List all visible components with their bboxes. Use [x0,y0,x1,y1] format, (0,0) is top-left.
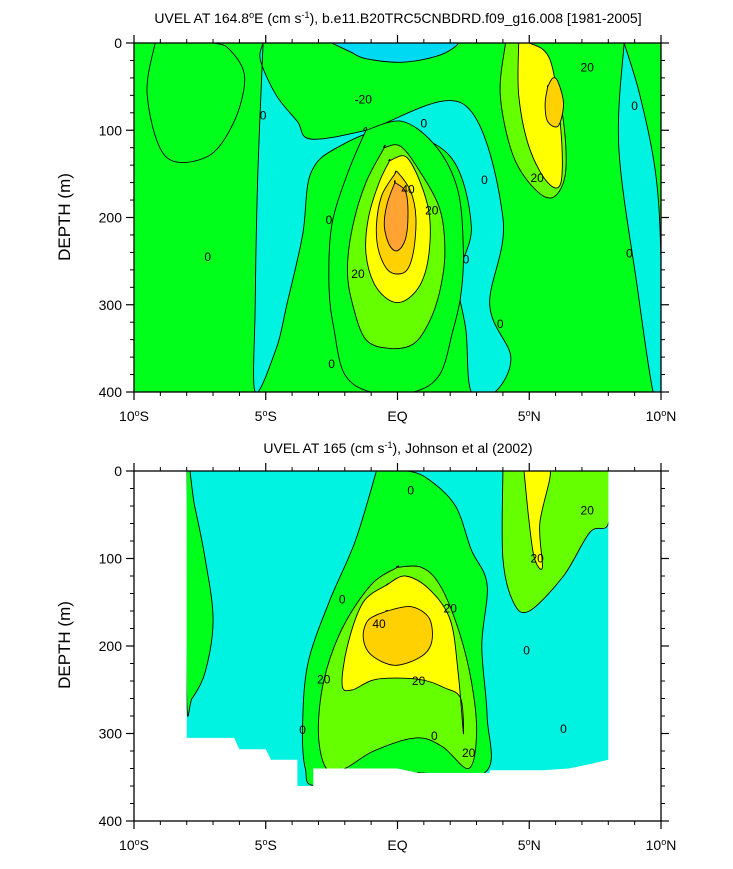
contour-label: 40 [401,183,415,197]
y-tick-label: 100 [99,551,123,567]
contour-label: 0 [339,593,346,607]
y-tick-label: 300 [99,297,123,313]
y-tick-label: 200 [99,638,123,654]
contour-label: 0 [497,317,504,331]
x-tick-label: 5oS [255,837,277,853]
x-tick-label: 10oN [646,408,677,424]
contour-region-obs-nh-20 [494,471,609,614]
contour-region-west-jet-green [146,43,246,163]
contour-label: 20 [581,60,595,74]
contour-region-east-cyan-band [617,43,661,392]
contour-region-obs-euc-40 [362,605,433,666]
contour-label: 0 [631,99,638,113]
contour-label: 20 [581,503,595,517]
x-tick-label: 5oN [518,837,541,853]
x-tick-label: 5oN [518,408,541,424]
y-tick-label: 0 [114,463,122,479]
panel-model: UVEL AT 164.8oE (cm s-1), b.e11.B20TRC5C… [55,10,676,424]
contour-region-surface-negative-core [328,43,459,63]
contour-label: 20 [317,672,331,686]
contour-label: 0 [431,729,438,743]
y-tick-label: 0 [114,35,122,51]
contour-label: 20 [425,204,439,218]
panel-title: UVEL AT 164.8oE (cm s-1), b.e11.B20TRC5C… [154,10,641,26]
contour-region-obs-nh-30 [522,471,551,570]
y-axis-label: DEPTH (m) [55,173,74,261]
panel-title: UVEL AT 165 (cm s-1), Johnson et al (200… [263,440,532,456]
y-tick-label: 300 [99,726,123,742]
contour-label: 20 [412,674,426,688]
x-tick-label: 10oS [119,408,149,424]
contour-label: 0 [260,108,267,122]
x-tick-label: EQ [387,408,407,424]
contour-label: 0 [326,213,333,227]
contour-label: 20 [351,267,365,281]
contour-region-obs-west-green-strip [186,471,214,717]
x-tick-label: 10oN [646,837,677,853]
y-tick-label: 400 [99,813,123,829]
contour-label: 40 [372,617,386,631]
panel-observations: UVEL AT 165 (cm s-1), Johnson et al (200… [55,440,676,853]
contour-label: 0 [463,252,470,266]
y-axis-label: DEPTH (m) [55,601,74,689]
contour-label: 0 [560,722,567,736]
contour-label: 0 [481,173,488,187]
x-tick-label: EQ [387,837,407,853]
x-tick-label: 5oS [255,408,277,424]
y-tick-label: 200 [99,210,123,226]
contour-region-euc-50 [383,180,409,252]
contour-field [134,43,661,392]
y-tick-label: 400 [99,384,123,400]
contour-label: 0 [204,250,211,264]
contour-label: 20 [530,552,544,566]
y-tick-label: 100 [99,122,123,138]
contour-label: -20 [355,93,373,107]
x-tick-label: 10oS [119,837,149,853]
contour-label: 0 [421,116,428,130]
contour-label: 0 [407,483,414,497]
contour-label: 0 [523,643,530,657]
contour-field [186,471,609,786]
contour-label: 20 [462,746,476,760]
contour-label: 0 [328,357,335,371]
contour-label: 0 [626,246,633,260]
contour-label: 20 [444,601,458,615]
contour-label: 0 [299,723,306,737]
contour-label: 20 [530,171,544,185]
contour-region-nh-jet-40 [544,77,564,128]
